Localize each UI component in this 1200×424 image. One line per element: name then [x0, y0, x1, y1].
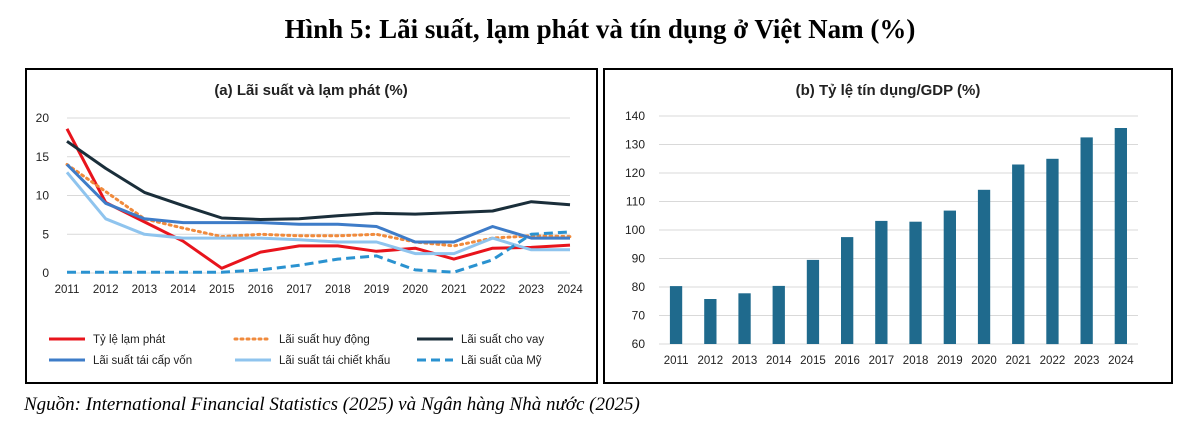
- y-tick-label-a: 0: [42, 266, 49, 280]
- bar-2014: [772, 285, 785, 344]
- x-tick-label-a: 2020: [402, 284, 428, 296]
- y-tick-label-b: 70: [632, 309, 646, 323]
- x-tick-label-a: 2011: [55, 284, 80, 296]
- y-tick-label-a: 10: [36, 189, 50, 203]
- x-tick-label-a: 2022: [480, 284, 506, 296]
- x-tick-label-a: 2013: [132, 284, 158, 296]
- x-tick-label-a: 2018: [325, 284, 351, 296]
- x-tick-label-b: 2019: [937, 355, 963, 367]
- bar-2016: [841, 237, 854, 344]
- bar-2024: [1114, 128, 1127, 344]
- y-tick-label-b: 90: [632, 252, 646, 266]
- x-tick-label-b: 2014: [766, 355, 792, 367]
- x-tick-label-a: 2016: [248, 284, 274, 296]
- x-tick-label-b: 2012: [698, 355, 724, 367]
- x-tick-label-a: 2015: [209, 284, 235, 296]
- y-tick-label-a: 15: [36, 150, 50, 164]
- legend-label: Lãi suất tái cấp vốn: [93, 355, 192, 367]
- y-tick-label-a: 5: [42, 227, 49, 241]
- bar-2023: [1080, 137, 1093, 344]
- x-tick-label-a: 2014: [170, 284, 196, 296]
- y-tick-label-b: 110: [626, 195, 645, 209]
- series-line-1: [65, 128, 571, 270]
- y-tick-label-a: 20: [36, 111, 50, 125]
- bar-2012: [704, 299, 717, 344]
- x-tick-label-a: 2021: [441, 284, 467, 296]
- bar-2022: [1046, 158, 1059, 345]
- legend-label: Lãi suất huy động: [279, 334, 370, 346]
- x-tick-label-a: 2012: [93, 284, 119, 296]
- chart-panel-a: (a) Lãi suất và lạm phát (%) 0 5 10 15 20 20…: [25, 68, 598, 384]
- x-tick-label-b: 2018: [903, 355, 929, 367]
- y-tick-label-b: 130: [625, 138, 645, 152]
- x-tick-label-b: 2013: [732, 355, 758, 367]
- x-tick-label-b: 2011: [664, 355, 689, 367]
- legend-label: Lãi suất cho vay: [461, 334, 544, 346]
- x-tick-label-a: 2023: [519, 284, 545, 296]
- bar-2019: [943, 210, 956, 344]
- bar-2018: [909, 221, 922, 344]
- chart-panel-b: (b) Tỷ lệ tín dụng/GDP (%) 60 70 80 90 100 11…: [603, 68, 1173, 384]
- legend-label: Lãi suất của Mỹ: [461, 355, 542, 367]
- bar-2020: [977, 189, 991, 344]
- x-tick-label-b: 2022: [1040, 355, 1066, 367]
- x-tick-label-b: 2017: [869, 355, 895, 367]
- y-tick-label-b: 100: [625, 223, 645, 237]
- y-tick-label-b: 80: [632, 280, 646, 294]
- x-tick-label-b: 2020: [971, 355, 997, 367]
- x-tick-label-b: 2023: [1074, 355, 1100, 367]
- series-line-3: [66, 140, 571, 221]
- series-line-4: [65, 163, 570, 244]
- bar-chart-b: (b) Tỷ lệ tín dụng/GDP (%) 60 70 80 90 100 11…: [625, 82, 1138, 367]
- x-tick-label-b: 2015: [800, 355, 826, 367]
- x-tick-label-a: 2019: [364, 284, 390, 296]
- bar-2011: [669, 286, 683, 344]
- line-chart-a: (a) Lãi suất và lạm phát (%) 0 5 10 15 20 20…: [36, 82, 584, 367]
- series-line-5: [65, 171, 570, 256]
- chart-a-title: (a) Lãi suất và lạm phát (%): [214, 82, 407, 99]
- legend-label: Tỷ lệ lạm phát: [93, 334, 166, 346]
- bar-2015: [806, 259, 820, 344]
- chart-b-title: (b) Tỷ lệ tín dụng/GDP (%): [796, 82, 981, 99]
- y-tick-label-b: 60: [632, 337, 646, 351]
- y-tick-label-b: 120: [625, 166, 645, 180]
- x-tick-label-a: 2017: [286, 284, 312, 296]
- x-tick-label-a: 2024: [557, 284, 583, 296]
- x-tick-label-b: 2021: [1005, 355, 1031, 367]
- bar-2017: [875, 220, 888, 344]
- figure-source: Nguồn: International Financial Statistic…: [24, 394, 640, 415]
- series-line-6: [67, 230, 571, 274]
- x-tick-label-b: 2024: [1108, 355, 1134, 367]
- bar-2021: [1012, 164, 1025, 344]
- y-tick-label-b: 140: [625, 109, 645, 123]
- bar-2013: [738, 293, 751, 344]
- x-tick-label-b: 2016: [834, 355, 860, 367]
- figure-title: Hình 5: Lãi suất, lạm phát và tín dụng ở…: [284, 14, 916, 44]
- legend-label: Lãi suất tái chiết khấu: [279, 355, 390, 367]
